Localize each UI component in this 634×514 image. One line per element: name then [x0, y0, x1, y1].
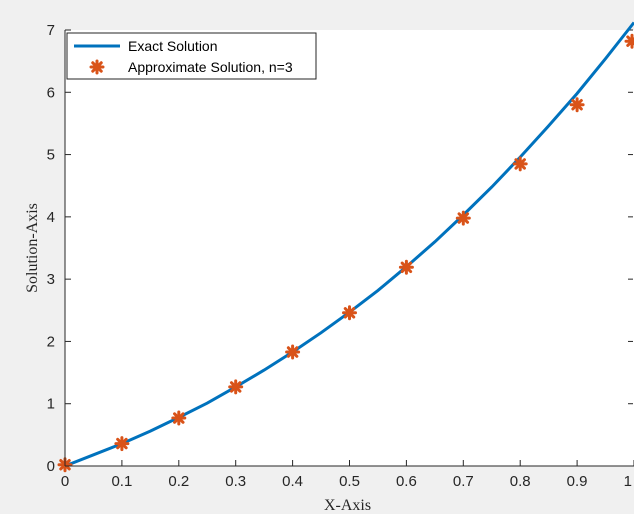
approximate-point: [171, 410, 187, 426]
plot-area: [65, 30, 634, 466]
legend-box: [66, 32, 317, 80]
x-tick-label: 0.1: [111, 473, 132, 490]
x-tick-label: 0.9: [567, 473, 588, 490]
y-tick-label: 4: [47, 209, 55, 226]
y-tick-label: 3: [47, 271, 55, 288]
approximate-point: [114, 436, 130, 452]
approximate-point: [285, 344, 301, 360]
x-tick-label: 0.4: [282, 473, 303, 490]
legend-label-approx: Approximate Solution, n=3: [128, 59, 293, 75]
y-ticks: 0 1 2 3 4 5 6 7: [47, 22, 633, 475]
y-tick-label: 6: [47, 84, 55, 101]
legend-marker-swatch: [89, 59, 105, 75]
approximate-point: [512, 156, 528, 172]
legend-asterisk: [89, 59, 105, 75]
x-tick-label: 0.3: [225, 473, 246, 490]
approximate-point: [342, 305, 357, 321]
x-tick-label: 0: [61, 473, 69, 490]
approximate-point: [398, 259, 414, 275]
x-tick-label: 0.2: [168, 473, 189, 490]
approximate-point: [569, 97, 585, 113]
y-tick-label: 1: [47, 396, 55, 413]
x-tick-label: 0.8: [510, 473, 531, 490]
x-axis-label: X-Axis: [324, 497, 371, 514]
approximate-point: [624, 33, 634, 49]
x-tick-label: 0.6: [396, 473, 417, 490]
y-tick-label: 7: [47, 22, 55, 39]
legend: Exact Solution Approximate Solution, n=3: [66, 32, 317, 80]
x-tick-label: 1: [624, 473, 632, 490]
x-tick-label: 0.7: [453, 473, 474, 490]
y-tick-label: 5: [47, 147, 55, 164]
y-tick-label: 0: [47, 458, 55, 475]
x-ticks: 0 0.1 0.2 0.3 0.4 0.5 0.6 0.7 0.8 0.9 1: [61, 460, 634, 490]
approximate-point: [455, 210, 471, 226]
approximate-point: [228, 379, 244, 395]
y-tick-label: 2: [47, 333, 55, 350]
y-axis-label: Solution-Axis: [24, 203, 41, 293]
x-tick-label: 0.5: [339, 473, 360, 490]
legend-label-exact: Exact Solution: [128, 38, 218, 54]
